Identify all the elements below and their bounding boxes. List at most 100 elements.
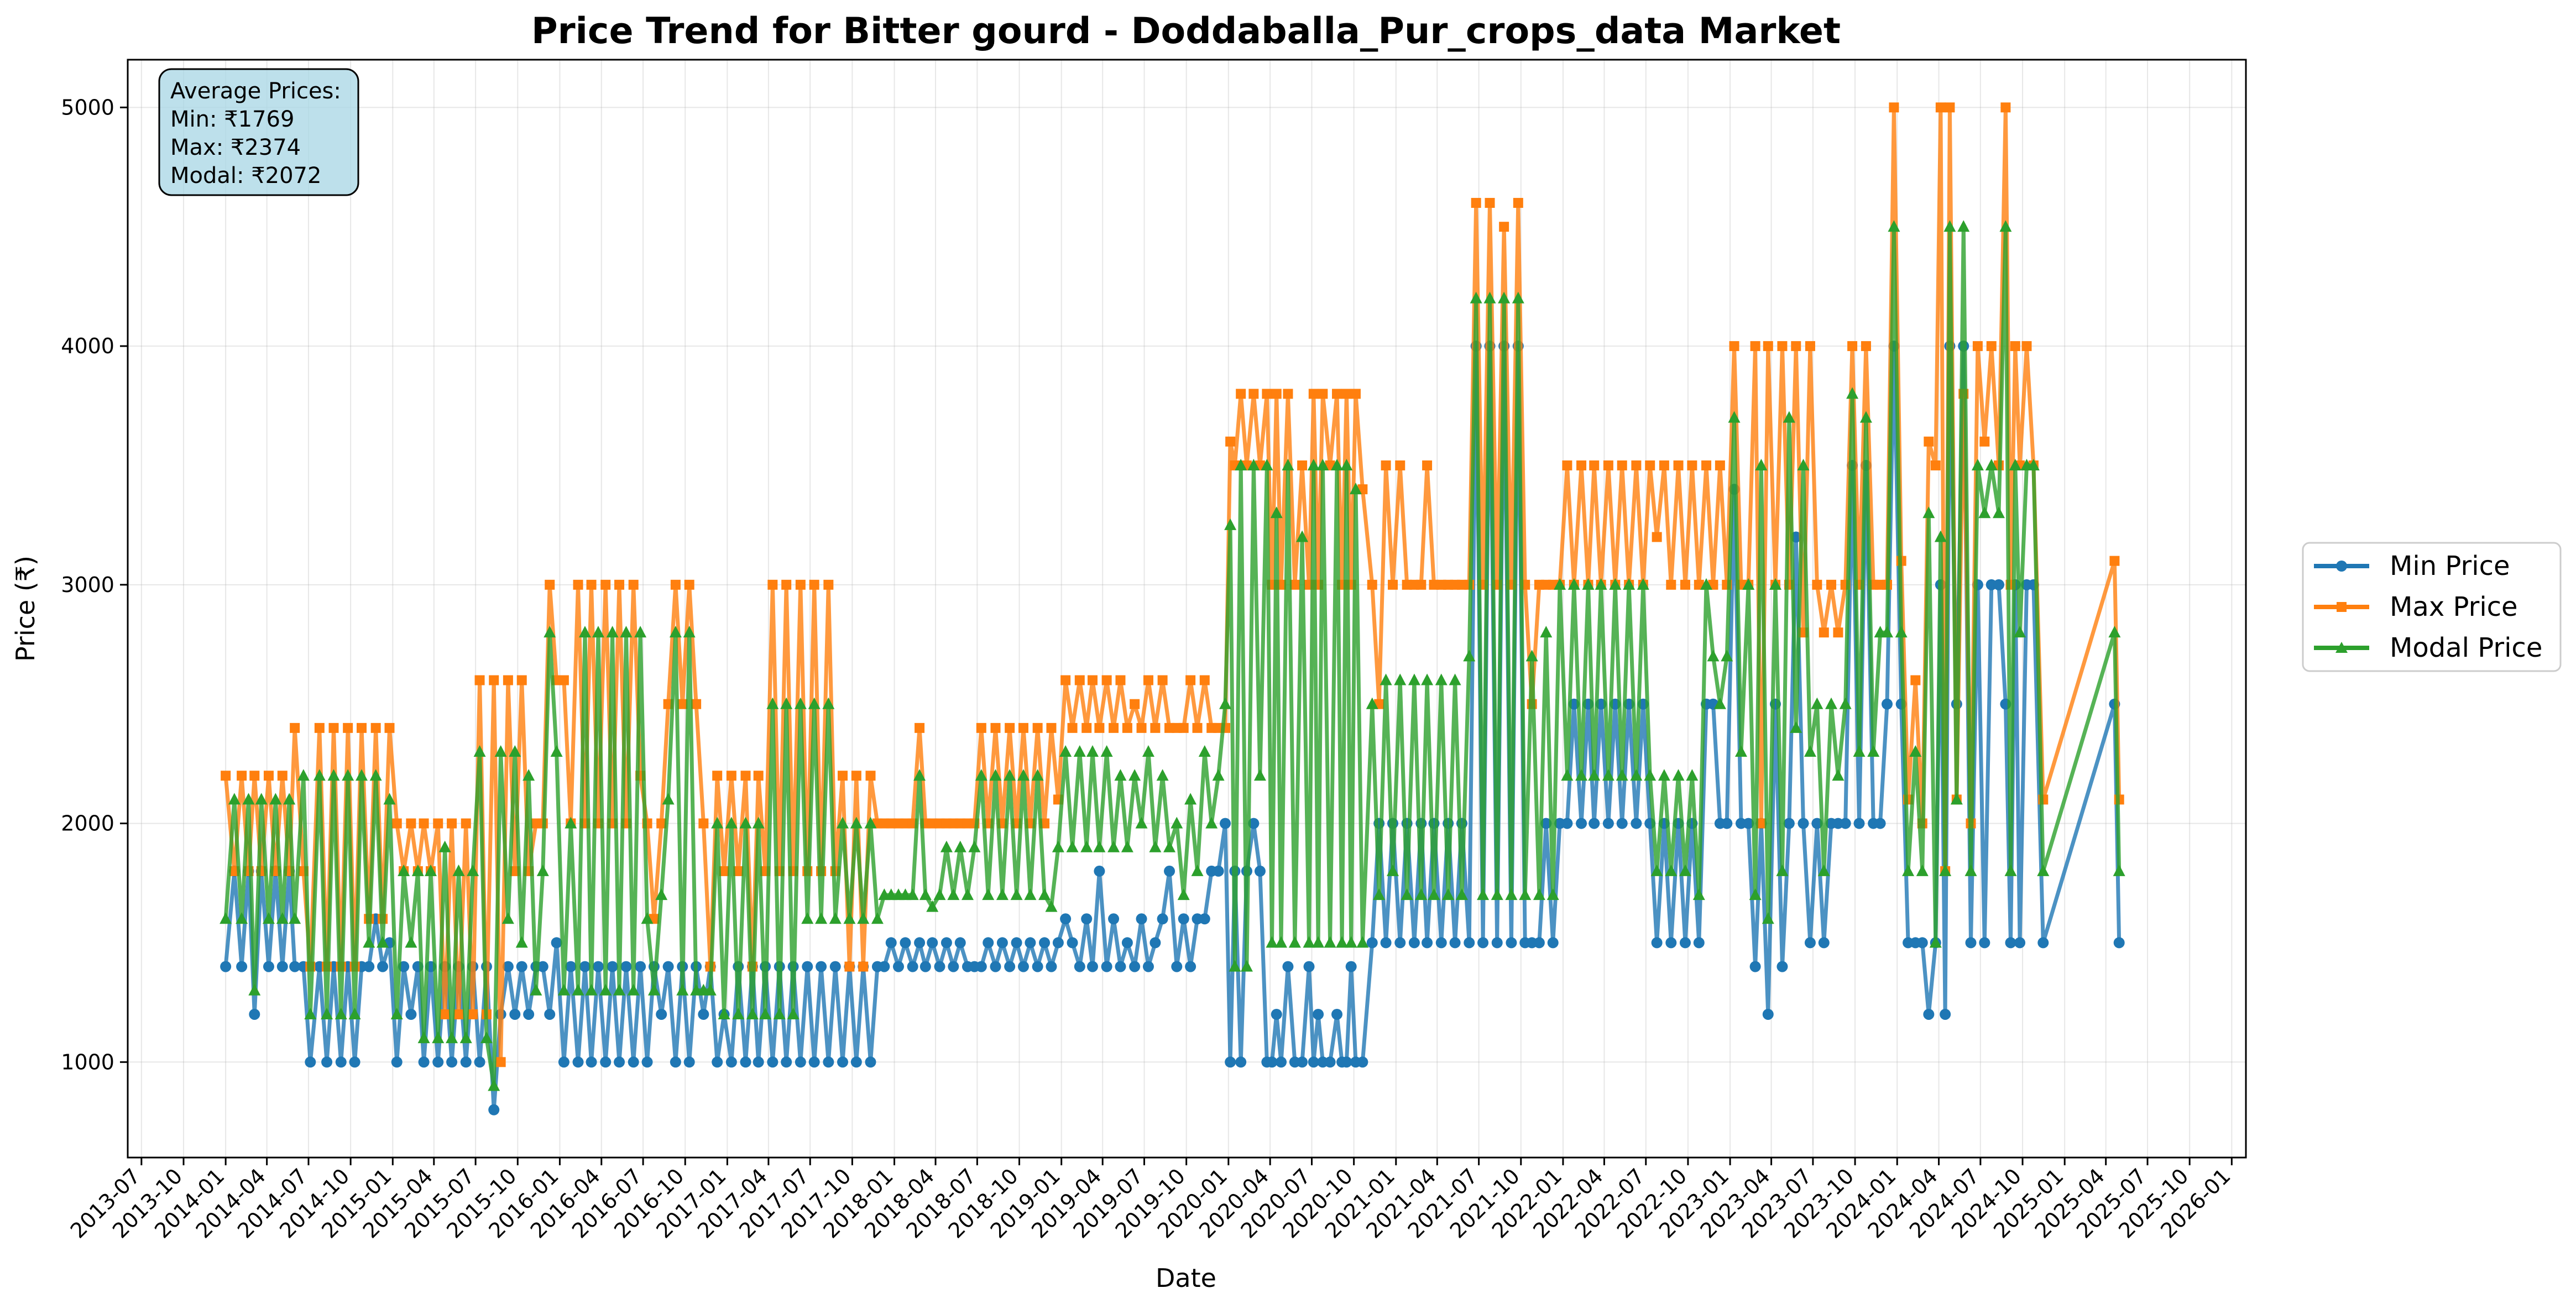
- data-point-min-price: [996, 937, 1008, 949]
- data-point-min-price: [1993, 579, 2004, 590]
- data-point-modal-price: [1247, 458, 1260, 470]
- legend-marker-max-price: [2337, 602, 2347, 612]
- data-point-modal-price: [335, 1007, 347, 1019]
- legend-item-modal-price: Modal Price: [2314, 632, 2542, 663]
- data-point-modal-price: [2108, 626, 2121, 638]
- data-point-min-price: [1804, 937, 1816, 949]
- legend-label-max-price: Max Price: [2390, 591, 2518, 622]
- data-point-modal-price: [1762, 912, 1774, 924]
- data-point-modal-price: [1776, 864, 1789, 876]
- data-point-max-price: [545, 579, 555, 590]
- data-point-modal-price: [297, 769, 310, 781]
- data-point-min-price: [460, 1056, 472, 1068]
- data-point-min-price: [1345, 961, 1357, 972]
- data-point-modal-price: [1296, 530, 1309, 542]
- data-point-min-price: [1357, 1056, 1368, 1068]
- data-point-max-price: [1924, 436, 1934, 447]
- data-point-max-price: [1341, 389, 1352, 399]
- data-point-max-price: [691, 699, 702, 709]
- data-point-max-price: [851, 771, 861, 781]
- data-point-min-price: [1074, 961, 1085, 972]
- data-point-modal-price: [1895, 626, 1908, 638]
- data-point-modal-price: [1929, 936, 1942, 948]
- data-point-min-price: [1101, 961, 1112, 972]
- data-point-modal-price: [398, 864, 410, 876]
- data-point-min-price: [1129, 961, 1141, 972]
- data-point-modal-price: [1540, 626, 1553, 638]
- data-point-max-price: [1046, 722, 1057, 733]
- data-point-modal-price: [599, 983, 612, 996]
- data-point-modal-price: [501, 912, 514, 924]
- data-point-modal-price: [1336, 936, 1349, 948]
- data-point-min-price: [1157, 913, 1168, 925]
- data-point-modal-price: [228, 793, 241, 805]
- data-point-modal-price: [1073, 745, 1086, 757]
- data-point-min-price: [432, 1056, 444, 1068]
- data-point-min-price: [1818, 937, 1830, 949]
- data-point-max-price: [858, 961, 869, 972]
- data-point-max-price: [447, 818, 457, 829]
- data-point-modal-price: [1253, 769, 1266, 781]
- data-point-modal-price: [1637, 578, 1649, 590]
- data-point-modal-price: [794, 697, 807, 709]
- data-point-min-price: [1811, 818, 1823, 829]
- data-point-modal-price: [283, 793, 296, 805]
- data-point-min-price: [537, 961, 548, 972]
- data-point-modal-price: [1149, 840, 1162, 852]
- data-point-modal-price: [711, 816, 724, 829]
- data-point-min-price: [1011, 937, 1022, 949]
- data-point-modal-price: [1546, 888, 1559, 900]
- data-point-modal-price: [390, 1007, 403, 1019]
- data-point-modal-price: [565, 816, 577, 829]
- data-point-max-price: [614, 579, 625, 590]
- data-point-max-price: [1150, 722, 1161, 733]
- data-point-min-price: [795, 1056, 806, 1068]
- data-point-modal-price: [1561, 769, 1574, 781]
- data-point-modal-price: [773, 1007, 786, 1019]
- data-point-min-price: [607, 961, 618, 972]
- data-point-max-price: [1101, 675, 1112, 685]
- data-point-max-price: [1192, 722, 1203, 733]
- data-point-modal-price: [1408, 673, 1420, 685]
- data-point-modal-price: [405, 936, 417, 948]
- data-point-modal-price: [1790, 721, 1802, 733]
- data-point-max-price: [1018, 722, 1028, 733]
- data-point-max-price: [1067, 722, 1078, 733]
- data-point-modal-price: [276, 912, 289, 924]
- data-point-max-price: [1225, 436, 1236, 447]
- data-point-max-price: [1388, 579, 1398, 590]
- data-point-modal-price: [1275, 936, 1288, 948]
- data-point-modal-price: [515, 936, 528, 948]
- data-point-modal-price: [1312, 936, 1325, 948]
- average-prices-box-background: [158, 68, 359, 196]
- data-point-modal-price: [304, 1007, 317, 1019]
- data-point-min-price: [1115, 961, 1126, 972]
- data-point-modal-price: [1191, 864, 1204, 876]
- data-point-modal-price: [676, 983, 689, 996]
- data-point-modal-price: [1734, 745, 1747, 757]
- data-point-max-price: [1381, 460, 1391, 470]
- data-point-modal-price: [327, 769, 340, 781]
- data-point-min-price: [1435, 937, 1447, 949]
- data-point-modal-price: [1985, 458, 1998, 470]
- data-point-min-price: [1940, 1008, 1951, 1020]
- data-point-min-price: [1171, 961, 1183, 972]
- data-point-modal-price: [1128, 769, 1141, 781]
- data-point-modal-price: [954, 840, 966, 852]
- data-point-max-price: [1756, 818, 1767, 829]
- data-point-min-price: [263, 961, 274, 972]
- data-point-max-price: [1262, 389, 1272, 399]
- data-point-modal-price: [1449, 673, 1461, 685]
- data-point-modal-price: [1943, 220, 1956, 232]
- data-point-min-price: [1743, 818, 1754, 829]
- data-point-modal-price: [829, 912, 842, 924]
- data-point-max-price: [1157, 675, 1168, 685]
- data-point-min-price: [1631, 818, 1642, 829]
- data-point-modal-price: [1340, 458, 1353, 470]
- data-point-modal-price: [1916, 864, 1929, 876]
- data-point-max-price: [677, 699, 688, 709]
- y-tick-label: 3000: [61, 573, 114, 597]
- data-point-max-price: [976, 722, 986, 733]
- data-point-modal-price: [843, 912, 856, 924]
- data-point-modal-price: [220, 912, 232, 924]
